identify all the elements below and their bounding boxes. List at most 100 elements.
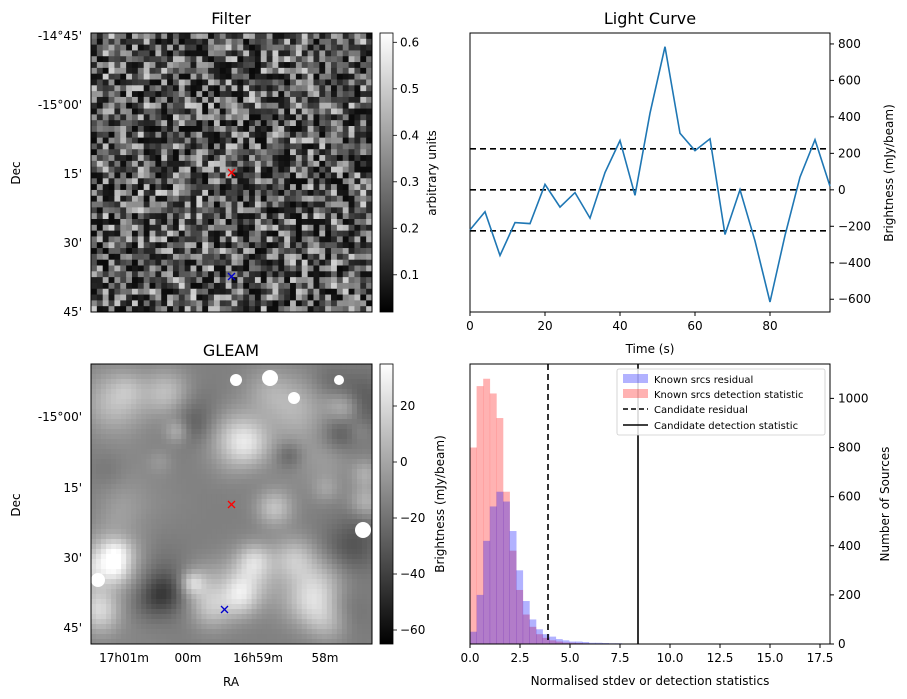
- hist-bar-known-srcs-detection-statistic-4: [496, 418, 504, 644]
- gleam-ytick-0: -15°00': [38, 410, 82, 424]
- histogram-yticks: 0 200 400 600 800 1000: [830, 391, 869, 651]
- gleam-image: [91, 364, 373, 645]
- hist-bar-known-srcs-residual-16: [575, 641, 583, 644]
- lightcurve-yticks: −600 −400 −200 0 200 400 600 800: [830, 37, 871, 306]
- legend-label-candidate-residual: Candidate residual: [654, 405, 748, 416]
- lightcurve-frame: [469, 32, 831, 313]
- lightcurve-ylabel: Brightness (mJy/beam): [882, 104, 896, 242]
- hist-bar-known-srcs-residual-11: [542, 634, 550, 644]
- legend-label-candidate-detection: Candidate detection statistic: [654, 421, 798, 432]
- histogram-ylabel: Number of Sources: [878, 447, 892, 562]
- lightcurve-ytick-7: 800: [838, 37, 861, 51]
- lightcurve-xtick-4: 80: [762, 319, 777, 333]
- gleam-cb-label-4: −60: [400, 623, 425, 637]
- gleam-frame: [90, 363, 373, 645]
- hist-bar-known-srcs-residual-12: [549, 636, 557, 644]
- hist-xtick-0: 0.0: [460, 651, 479, 665]
- hist-bar-known-srcs-residual-3: [489, 506, 497, 644]
- hist-bar-known-srcs-residual-13: [555, 639, 563, 644]
- hist-bar-known-srcs-detection-statistic-7: [516, 589, 524, 644]
- gleam-xtick-3: 58m: [312, 651, 339, 665]
- lightcurve-threshold-lines: [470, 147, 830, 232]
- filter-marker-candidate: [227, 168, 236, 177]
- gleam-xtick-2: 16h59m: [233, 651, 283, 665]
- hist-bar-known-srcs-detection-statistic-6: [509, 550, 517, 644]
- hist-xtick-7: 17.5: [807, 651, 834, 665]
- filter-colorbar-ticks: 0.1 0.2 0.3 0.4 0.5 0.6: [393, 35, 419, 282]
- gleam-xtick-0: 17h01m: [99, 651, 149, 665]
- lightcurve-ytick-4: 200: [838, 146, 861, 160]
- hist-bar-known-srcs-residual-17: [582, 642, 590, 644]
- filter-frame: [90, 32, 373, 313]
- gleam-cb-label-0: 20: [400, 399, 415, 413]
- filter-ytick-0: -14°45': [38, 29, 82, 43]
- gleam-cb-label-2: −20: [400, 511, 425, 525]
- histogram-frame: [469, 363, 831, 645]
- filter-colorbar-label: arbitrary units: [425, 130, 439, 216]
- gleam-title: GLEAM: [203, 341, 259, 360]
- lightcurve-xticks: 0 20 40 60 80: [466, 312, 778, 333]
- hist-ytick-5: 1000: [838, 391, 869, 405]
- filter-ytick-4: 45': [63, 305, 82, 319]
- hist-bar-known-srcs-detection-statistic-11: [542, 637, 550, 644]
- gleam-xlabel: RA: [223, 675, 240, 689]
- lightcurve-ytick-2: −200: [838, 219, 871, 233]
- histogram-xticks: 0.0 2.5 5.0 7.5 10.0 12.5 15.0 17.5: [460, 644, 833, 665]
- gleam-panel: GLEAM Dec RA -15°00' 15' 30' 45' 17h01m …: [9, 341, 447, 689]
- gleam-cb-label-1: 0: [400, 455, 408, 469]
- hist-bar-known-srcs-residual-4: [496, 491, 504, 644]
- filter-cb-label-1: 0.2: [400, 221, 419, 235]
- hist-ytick-3: 600: [838, 490, 861, 504]
- hist-bar-known-srcs-detection-statistic-2: [483, 378, 491, 644]
- gleam-marker-candidate: [227, 500, 236, 509]
- lightcurve-xtick-3: 60: [687, 319, 702, 333]
- hist-ytick-4: 800: [838, 441, 861, 455]
- gleam-ytick-3: 45': [63, 621, 82, 635]
- lightcurve-xlabel: Time (s): [625, 342, 675, 356]
- filter-image: [91, 33, 373, 313]
- lightcurve-title: Light Curve: [604, 9, 696, 28]
- hist-ytick-2: 400: [838, 539, 861, 553]
- hist-bar-known-srcs-detection-statistic-9: [529, 626, 537, 644]
- hist-xtick-2: 5.0: [560, 651, 579, 665]
- hist-xtick-6: 15.0: [757, 651, 784, 665]
- hist-bar-known-srcs-detection-statistic-5: [503, 491, 510, 644]
- filter-marker-reference: [227, 272, 236, 281]
- histogram-panel: 0.0 2.5 5.0 7.5 10.0 12.5 15.0 17.5 0 200 400 600 8…: [460, 363, 892, 688]
- filter-cb-label-0: 0.1: [400, 268, 419, 282]
- hist-bar-known-srcs-detection-statistic-0: [470, 447, 477, 644]
- gleam-ytick-2: 30': [63, 551, 82, 565]
- gleam-colorbar: [379, 363, 394, 645]
- histogram-legend: Known srcs residual Known srcs detection…: [616, 368, 826, 436]
- hist-bar-known-srcs-residual-19: [595, 642, 603, 644]
- lightcurve-ytick-3: 0: [838, 183, 846, 197]
- hist-xtick-3: 7.5: [610, 651, 629, 665]
- filter-title: Filter: [211, 9, 251, 28]
- gleam-ytick-1: 15': [63, 481, 82, 495]
- hist-bar-known-srcs-detection-statistic-3: [489, 393, 497, 644]
- lightcurve-ytick-5: 400: [838, 110, 861, 124]
- lightcurve-xtick-2: 40: [612, 319, 627, 333]
- lightcurve-xtick-0: 0: [466, 319, 474, 333]
- legend-swatch-detection: [623, 389, 648, 398]
- filter-cb-label-5: 0.6: [400, 35, 419, 49]
- lightcurve-xtick-1: 20: [537, 319, 552, 333]
- hist-bar-known-srcs-residual-7: [516, 570, 524, 644]
- hist-bar-known-srcs-detection-statistic-12: [549, 640, 557, 644]
- hist-xtick-5: 12.5: [707, 651, 734, 665]
- filter-ytick-1: -15°00': [38, 98, 82, 112]
- hist-bar-known-srcs-residual-0: [470, 631, 477, 644]
- legend-label-residual: Known srcs residual: [654, 375, 753, 386]
- hist-bar-known-srcs-detection-statistic-8: [522, 614, 530, 644]
- legend-box: [616, 368, 826, 436]
- gleam-colorbar-ticks: 20 0 −20 −40 −60: [393, 399, 425, 637]
- legend-swatch-residual: [623, 374, 648, 383]
- hist-bar-known-srcs-residual-10: [536, 629, 543, 644]
- filter-cb-label-2: 0.3: [400, 175, 419, 189]
- hist-bar-known-srcs-detection-statistic-10: [536, 634, 543, 644]
- histogram-bars: [470, 378, 827, 644]
- lightcurve-ytick-1: −400: [838, 256, 871, 270]
- lightcurve-series: [469, 46, 831, 303]
- hist-bar-known-srcs-detection-statistic-1: [476, 386, 484, 644]
